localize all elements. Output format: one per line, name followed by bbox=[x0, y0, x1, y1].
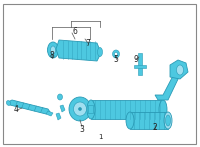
Polygon shape bbox=[46, 111, 53, 116]
Ellipse shape bbox=[164, 112, 172, 129]
Polygon shape bbox=[8, 100, 50, 114]
Polygon shape bbox=[130, 112, 168, 129]
Polygon shape bbox=[56, 40, 101, 61]
Text: 3: 3 bbox=[80, 125, 84, 133]
Bar bbox=[138, 53, 142, 75]
Ellipse shape bbox=[177, 65, 184, 75]
Ellipse shape bbox=[74, 102, 86, 116]
Text: 8: 8 bbox=[50, 51, 54, 60]
Ellipse shape bbox=[166, 115, 170, 126]
Polygon shape bbox=[56, 113, 61, 120]
Text: 7: 7 bbox=[86, 39, 90, 47]
Polygon shape bbox=[170, 60, 188, 79]
Text: 2: 2 bbox=[153, 122, 157, 132]
Polygon shape bbox=[60, 105, 65, 112]
Ellipse shape bbox=[112, 50, 120, 58]
Ellipse shape bbox=[78, 107, 82, 111]
Ellipse shape bbox=[114, 52, 118, 56]
Text: 4: 4 bbox=[14, 106, 18, 115]
Text: 9: 9 bbox=[134, 55, 138, 64]
Ellipse shape bbox=[87, 100, 95, 119]
Text: 1: 1 bbox=[98, 134, 102, 140]
Polygon shape bbox=[91, 100, 163, 119]
Ellipse shape bbox=[98, 47, 102, 56]
Ellipse shape bbox=[126, 112, 134, 129]
Text: 5: 5 bbox=[114, 55, 118, 64]
Polygon shape bbox=[88, 105, 93, 113]
Ellipse shape bbox=[58, 94, 62, 100]
Ellipse shape bbox=[69, 97, 91, 121]
Ellipse shape bbox=[50, 46, 56, 54]
Polygon shape bbox=[134, 65, 146, 68]
Polygon shape bbox=[155, 72, 180, 100]
Ellipse shape bbox=[48, 42, 58, 58]
Ellipse shape bbox=[6, 101, 11, 105]
Ellipse shape bbox=[159, 100, 167, 119]
Text: 6: 6 bbox=[73, 26, 77, 35]
